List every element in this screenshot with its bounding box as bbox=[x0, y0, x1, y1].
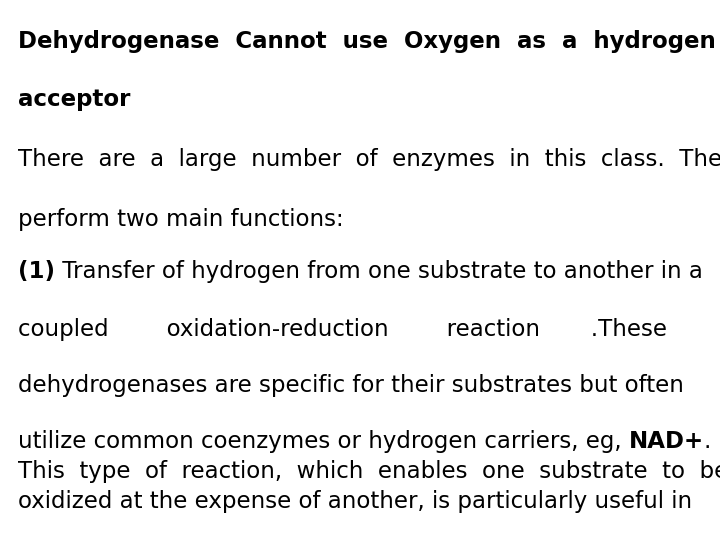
Text: There  are  a  large  number  of  enzymes  in  this  class.  They: There are a large number of enzymes in t… bbox=[18, 148, 720, 171]
Text: .: . bbox=[704, 430, 711, 453]
Text: oxidized at the expense of another, is particularly useful in: oxidized at the expense of another, is p… bbox=[18, 490, 692, 513]
Text: dehydrogenases are specific for their substrates but often: dehydrogenases are specific for their su… bbox=[18, 374, 684, 397]
Text: Dehydrogenase  Cannot  use  Oxygen  as  a  hydrogen: Dehydrogenase Cannot use Oxygen as a hyd… bbox=[18, 30, 716, 53]
Text: utilize common coenzymes or hydrogen carriers, eg,: utilize common coenzymes or hydrogen car… bbox=[18, 430, 629, 453]
Text: coupled        oxidation-reduction        reaction       .These: coupled oxidation-reduction reaction .Th… bbox=[18, 318, 667, 341]
Text: acceptor: acceptor bbox=[18, 88, 130, 111]
Text: (1): (1) bbox=[18, 260, 55, 283]
Text: This  type  of  reaction,  which  enables  one  substrate  to  be: This type of reaction, which enables one… bbox=[18, 460, 720, 483]
Text: perform two main functions:: perform two main functions: bbox=[18, 208, 343, 231]
Text: Transfer of hydrogen from one substrate to another in a: Transfer of hydrogen from one substrate … bbox=[55, 260, 703, 283]
Text: NAD+: NAD+ bbox=[629, 430, 704, 453]
